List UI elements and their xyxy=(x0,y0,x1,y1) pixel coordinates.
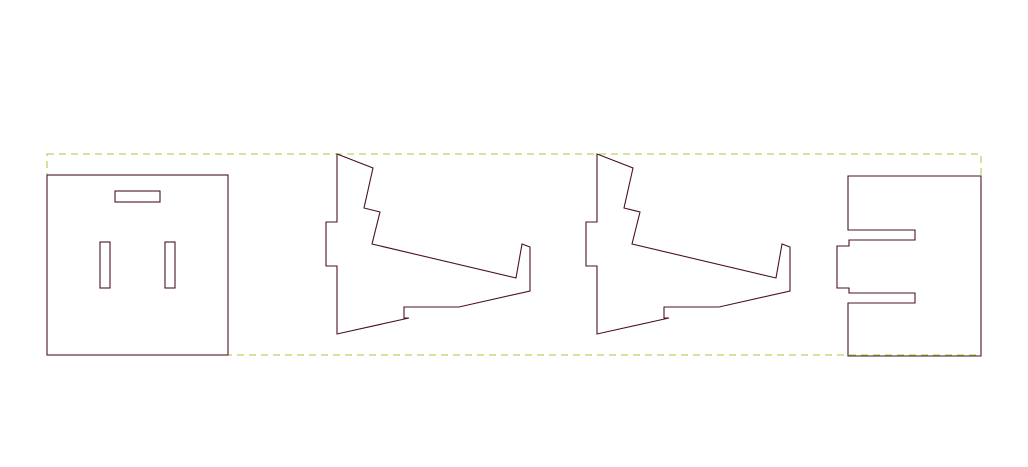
part-panel-with-tab xyxy=(836,175,982,357)
part-side-support-left xyxy=(325,153,531,335)
tab-panel-outline xyxy=(836,175,982,357)
side-support-outline xyxy=(325,153,531,335)
slot-vertical-left xyxy=(99,241,111,289)
part-panel-with-slots xyxy=(46,174,229,356)
side-support-outline xyxy=(585,153,791,335)
part-side-support-right xyxy=(585,153,791,335)
slot-horizontal xyxy=(114,190,161,203)
material-bounding-box xyxy=(46,153,982,356)
slot-vertical-right xyxy=(164,241,176,289)
panel-outline xyxy=(46,174,229,356)
